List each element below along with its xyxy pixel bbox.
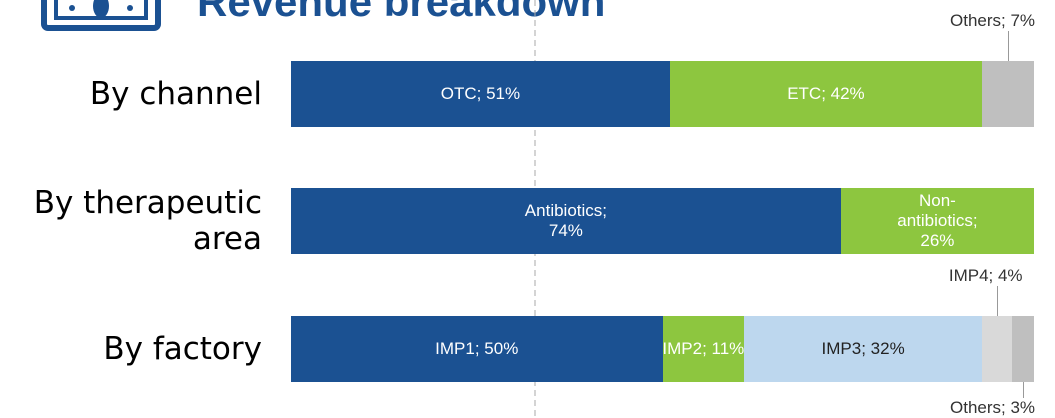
- bar-segment: [1011, 316, 1034, 382]
- category-label: By factory: [103, 331, 262, 367]
- data-label: IMP4; 4%: [948, 266, 1023, 285]
- data-label: Others; 7%: [950, 11, 1036, 30]
- bar-segment: [291, 61, 670, 127]
- bar-segment: [669, 61, 982, 127]
- data-label: ETC; 42%: [787, 84, 865, 103]
- leader-line: [1007, 31, 1009, 61]
- bar-segment: [291, 188, 841, 254]
- bar-segment: [291, 316, 663, 382]
- leader-line: [1022, 382, 1024, 398]
- bar-segment: [840, 188, 1034, 254]
- data-label: Non-antibiotics; 26%: [897, 191, 978, 250]
- data-label: Antibiotics; 74%: [524, 201, 607, 240]
- data-label: IMP3; 32%: [821, 339, 905, 358]
- bar-segment: [744, 316, 982, 382]
- data-label: Others; 3%: [950, 398, 1036, 417]
- data-label: IMP2; 11%: [662, 339, 745, 358]
- category-label: By channel: [89, 76, 262, 112]
- icon: [41, 0, 161, 31]
- data-label: IMP1; 50%: [435, 339, 519, 358]
- data-label: OTC; 51%: [440, 84, 521, 103]
- chart-title: Revenue breakdown: [197, 0, 606, 25]
- category-label: By therapeutic area: [33, 185, 262, 257]
- bar-segment: [662, 316, 745, 382]
- leader-line: [996, 286, 998, 316]
- bar-segment: [981, 61, 1034, 127]
- bar-segment: [981, 316, 1012, 382]
